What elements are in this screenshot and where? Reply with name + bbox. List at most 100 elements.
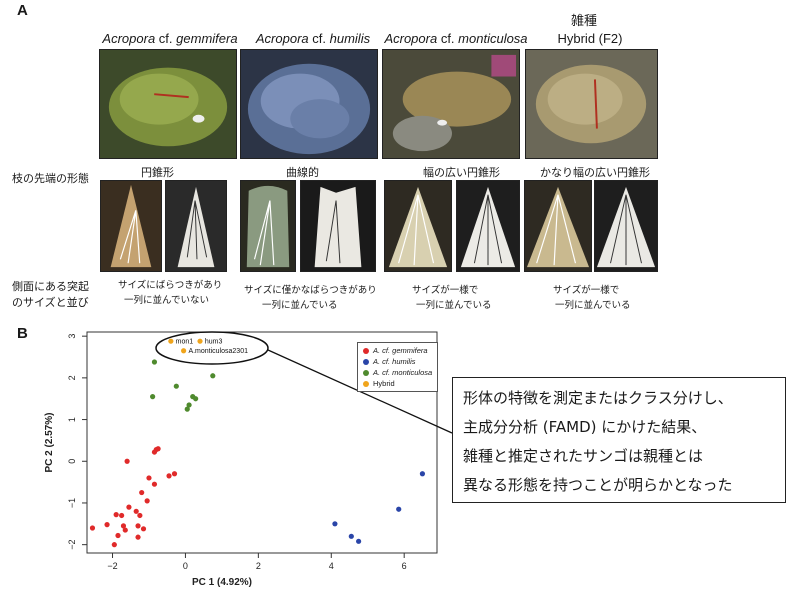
data-point-gemmifera	[113, 512, 119, 518]
callout-box: 形体の特徴を測定またはクラス分けし、 主成分分析 (FAMD) にかけた結果、 …	[452, 377, 786, 503]
x-axis-label: PC 1 (4.92%)	[192, 577, 252, 588]
tip-shape-2: 曲線的	[286, 166, 319, 179]
data-point-gemmifera	[111, 542, 117, 548]
hybrid-highlight-ellipse	[155, 331, 269, 365]
desc-gemmifera-line1: サイズにばらつきがあり	[118, 280, 223, 291]
data-point-gemmifera	[126, 504, 132, 510]
legend-item-hybrid: Hybrid	[363, 378, 432, 389]
data-point-humilis	[396, 506, 402, 512]
desc-gemmifera-line2: 一列に並んでいない	[124, 295, 210, 306]
data-point-gemmifera	[144, 498, 150, 504]
photo-humilis-colony	[240, 49, 378, 159]
callout-line-2: 主成分分析 (FAMD) にかけた結果、	[463, 418, 707, 436]
data-point-gemmifera	[151, 449, 158, 455]
point-annotation: A.monticulosa2301	[188, 348, 248, 355]
data-point-gemmifera	[115, 532, 121, 539]
legend-dot-humilis	[363, 358, 369, 365]
data-point-gemmifera	[89, 525, 96, 531]
data-point-gemmifera	[155, 446, 161, 452]
point-annotation: hum3	[205, 339, 223, 346]
photo-gemmifera-tip-live	[100, 180, 162, 272]
data-point-gemmifera	[146, 475, 152, 481]
data-point-gemmifera	[124, 458, 130, 464]
data-point-monticulosa	[173, 383, 179, 389]
data-point-humilis	[356, 538, 362, 544]
desc-humilis-line1: サイズに僅かなばらつきがあり	[244, 285, 377, 296]
data-point-gemmifera	[151, 481, 158, 487]
data-point-gemmifera	[139, 489, 145, 496]
photo-hybrid-tip-skeleton	[594, 180, 658, 272]
y-axis-label: PC 2 (2.57%)	[44, 412, 55, 472]
data-point-gemmifera	[120, 523, 127, 529]
data-point-monticulosa	[186, 402, 192, 408]
x-tick-label: −2	[107, 561, 117, 571]
y-tick-label: 0	[67, 459, 77, 464]
y-tick-label: 1	[67, 417, 77, 422]
data-point-monticulosa	[150, 394, 156, 400]
row-label-tip: 枝の先端の形態	[12, 172, 89, 185]
callout-line-1: 形体の特徴を測定またはクラス分けし、	[463, 389, 733, 407]
photo-gemmifera-tip-skeleton	[165, 180, 227, 272]
photo-humilis-tip-live	[240, 180, 296, 272]
data-point-hybrid	[197, 338, 203, 344]
photo-hybrid-colony	[525, 49, 658, 159]
photo-humilis-tip-skeleton	[300, 180, 376, 272]
data-point-gemmifera	[140, 526, 147, 532]
x-tick-label: 4	[329, 561, 334, 571]
desc-hybrid-line2: 一列に並んでいる	[555, 300, 631, 311]
species-humilis: Acropora cf. humilis	[255, 31, 371, 46]
tip-shape-3: 幅の広い円錐形	[423, 166, 500, 179]
callout-line-3: 雑種と推定されたサンゴは親種とは	[463, 447, 704, 465]
row-label-side-2: のサイズと並び	[12, 296, 89, 309]
photo-monticulosa-colony	[382, 49, 520, 159]
legend-dot-monticulosa	[363, 369, 369, 376]
desc-humilis-line2: 一列に並んでいる	[262, 300, 338, 311]
plot-frame	[86, 331, 438, 554]
photo-gemmifera-colony	[99, 49, 237, 159]
callout-line-4: 異なる形態を持つことが明らかとなった	[463, 476, 733, 494]
x-tick-label: 2	[256, 561, 261, 571]
tip-shape-4: かなり幅の広い円錐形	[540, 166, 650, 179]
photo-hybrid-tip-live	[524, 180, 592, 272]
row-label-side-1: 側面にある突起	[12, 280, 89, 293]
desc-monticulosa: サイズが一様で 一列に並んでいる	[412, 283, 492, 313]
legend-item-monticulosa: A. cf. monticulosa	[363, 367, 432, 378]
data-point-gemmifera	[171, 471, 178, 477]
y-tick-label: −1	[67, 498, 77, 508]
y-tick-label: 2	[67, 375, 77, 380]
legend-dot-gemmifera	[363, 347, 369, 354]
x-tick-label: 0	[183, 561, 188, 571]
hybrid-jp-label: 雑種	[571, 14, 598, 29]
photo-monticulosa-tip-live	[384, 180, 452, 272]
legend-item-humilis: A. cf. humilis	[363, 356, 432, 367]
data-point-gemmifera	[135, 523, 141, 529]
photo-monticulosa-tip-skeleton	[456, 180, 520, 272]
legend-dot-hybrid	[363, 380, 369, 387]
data-point-hybrid	[168, 338, 174, 344]
desc-gemmifera: サイズにばらつきがあり 一列に並んでいない	[118, 278, 222, 308]
species-monticulosa: Acropora cf. monticulosa	[384, 31, 528, 46]
data-point-gemmifera	[119, 512, 125, 519]
data-point-monticulosa	[184, 406, 190, 412]
data-point-hybrid	[181, 348, 187, 354]
chart-legend: A. cf. gemmifera A. cf. humilis A. cf. m…	[357, 342, 439, 392]
point-annotation: mon1	[176, 339, 194, 346]
data-point-monticulosa	[193, 396, 199, 402]
x-tick-label: 6	[402, 561, 407, 571]
y-tick-label: 3	[67, 334, 77, 339]
data-point-monticulosa	[151, 359, 158, 365]
desc-hybrid: サイズが一様で 一列に並んでいる	[553, 283, 631, 313]
data-point-gemmifera	[166, 473, 172, 479]
data-point-gemmifera	[137, 512, 143, 519]
desc-monticulosa-line1: サイズが一様で	[412, 285, 479, 296]
data-point-monticulosa	[210, 373, 216, 379]
desc-monticulosa-line2: 一列に並んでいる	[416, 300, 492, 311]
data-point-humilis	[419, 471, 426, 477]
y-tick-label: −2	[67, 540, 77, 550]
legend-item-gemmifera: A. cf. gemmifera	[363, 345, 432, 356]
desc-humilis: サイズに僅かなばらつきがあり 一列に並んでいる	[244, 283, 377, 313]
hybrid-label: Hybrid (F2)	[557, 31, 623, 46]
data-point-humilis	[348, 533, 354, 539]
desc-hybrid-line1: サイズが一様で	[553, 285, 620, 296]
